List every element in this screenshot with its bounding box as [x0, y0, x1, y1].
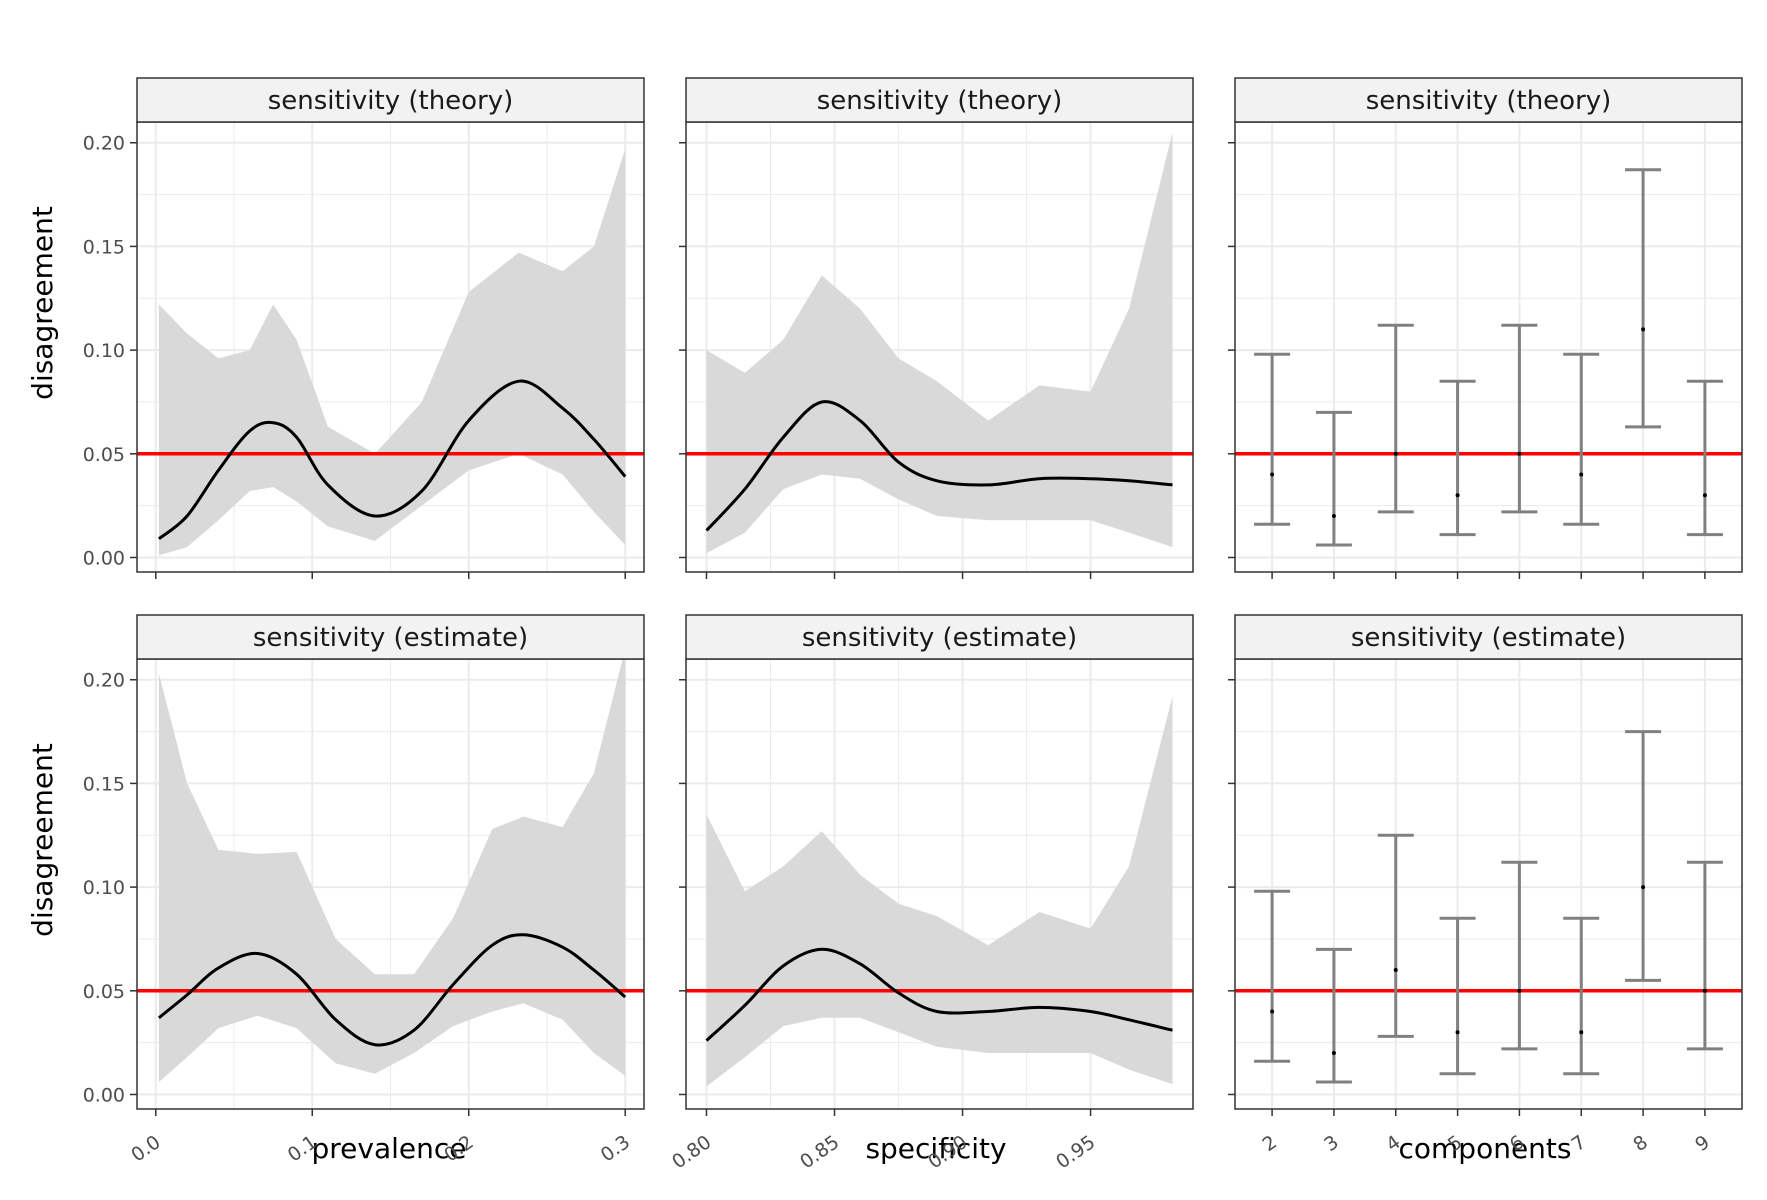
- confidence-ribbon: [158, 648, 626, 1082]
- facet-strip: [685, 614, 1194, 660]
- errorbar-point: [1517, 988, 1522, 993]
- errorbar-6: [1501, 323, 1538, 514]
- y-axis-title-row-2: disagreement: [26, 743, 59, 937]
- x-axis-title-components: components: [1399, 1132, 1572, 1165]
- y-axis-title-row-1: disagreement: [26, 206, 59, 400]
- errorbar-3: [1315, 410, 1352, 547]
- panel-r1-c3: sensitivity (theory): [1228, 77, 1743, 579]
- errorbar-7: [1563, 916, 1600, 1076]
- errorbar-4: [1377, 833, 1414, 1038]
- y-tick-label: 0.00: [83, 547, 125, 569]
- errorbar-point: [1331, 514, 1336, 519]
- errorbar-point: [1517, 451, 1522, 456]
- facet-strip: [685, 77, 1194, 123]
- plot-background: [1235, 122, 1742, 572]
- y-tick-label: 0.20: [83, 133, 125, 155]
- y-tick-label: 0.10: [83, 877, 125, 899]
- facet-strip-label: sensitivity (estimate): [1351, 623, 1626, 653]
- errorbar-7: [1563, 352, 1600, 526]
- y-tick-label: 0.15: [83, 236, 125, 258]
- facet-strip: [136, 77, 645, 123]
- smooth-line: [157, 933, 627, 1047]
- smooth-line: [705, 400, 1173, 532]
- smooth-line: [157, 379, 627, 540]
- errorbar-point: [1331, 1051, 1336, 1056]
- y-tick-label: 0.20: [83, 670, 125, 692]
- plot-background: [1235, 659, 1742, 1109]
- panel-r2-c3: sensitivity (estimate)2 3 4 5 6 7 8 9: [1228, 614, 1743, 1156]
- facet-strip-label: sensitivity (estimate): [253, 623, 528, 653]
- errorbar-2: [1254, 352, 1291, 526]
- y-tick-label: 0.05: [83, 444, 125, 466]
- panel-r1-c1: sensitivity (theory) 0.00 0.05 0.10 0.15 0.20: [83, 77, 645, 579]
- errorbar-point: [1393, 968, 1398, 973]
- errorbar-point: [1579, 472, 1584, 477]
- errorbar-5: [1439, 379, 1476, 537]
- errorbar-point: [1702, 493, 1707, 498]
- facet-strip-label: sensitivity (estimate): [802, 623, 1077, 653]
- panels: sensitivity (theory) 0.00 0.05 0.10 0.15 0.20…: [83, 77, 1743, 1173]
- errorbar-8: [1625, 168, 1662, 429]
- confidence-ribbon: [706, 696, 1173, 1087]
- panel-r1-c2: sensitivity (theory): [679, 77, 1194, 579]
- panel-r2-c1: sensitivity (estimate) 0.00 0.05 0.10 0.15 0.…: [83, 614, 645, 1166]
- facet-strip-label: sensitivity (theory): [1366, 86, 1612, 116]
- y-tick-label: 0.05: [83, 981, 125, 1003]
- errorbar-2: [1254, 889, 1291, 1063]
- y-tick-label: 0.10: [83, 340, 125, 362]
- y-tick-label: 0.15: [83, 773, 125, 795]
- facet-strip-label: sensitivity (theory): [817, 86, 1063, 116]
- confidence-ribbon: [706, 132, 1173, 554]
- errorbar-point: [1579, 1030, 1584, 1035]
- errorbar-point: [1641, 327, 1646, 332]
- errorbar-5: [1439, 916, 1476, 1076]
- errorbar-point: [1270, 1009, 1275, 1014]
- facet-strip: [1234, 614, 1743, 660]
- errorbar-point: [1393, 451, 1398, 456]
- errorbar-point: [1270, 472, 1275, 477]
- errorbar-point: [1702, 988, 1707, 993]
- errorbar-4: [1377, 323, 1414, 514]
- facet-strip: [136, 614, 645, 660]
- smooth-line: [705, 947, 1173, 1042]
- panel-r2-c2: sensitivity (estimate)0.80 0.85 0.90 0.95: [668, 614, 1194, 1173]
- facet-strip: [1234, 77, 1743, 123]
- y-tick-label: 0.00: [83, 1084, 125, 1106]
- x-axis-title-specificity: specificity: [865, 1132, 1006, 1165]
- errorbar-8: [1625, 730, 1662, 982]
- facet-strip-label: sensitivity (theory): [268, 86, 514, 116]
- errorbar-9: [1686, 860, 1723, 1051]
- errorbar-point: [1455, 1030, 1460, 1035]
- errorbar-9: [1686, 379, 1723, 537]
- errorbar-3: [1315, 947, 1352, 1084]
- x-axis-title-prevalence: prevalence: [312, 1132, 467, 1165]
- errorbar-6: [1501, 860, 1538, 1051]
- errorbar-point: [1641, 885, 1646, 890]
- errorbar-point: [1455, 493, 1460, 498]
